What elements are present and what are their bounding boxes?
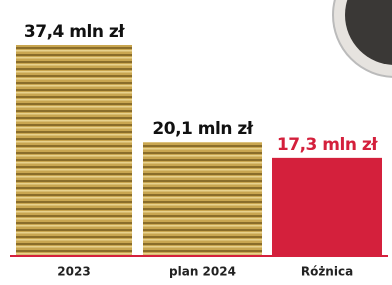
- x-tick-label: Różnica: [301, 265, 353, 279]
- x-tick-label: 2023: [57, 265, 90, 279]
- value-label: 17,3 mln zł: [277, 135, 378, 155]
- chart: 37,4 mln zł 2023 20,1 mln zł plan 2024 17,3 …: [0, 0, 392, 285]
- value-label: 37,4 mln zł: [24, 22, 125, 42]
- x-tick-label: plan 2024: [169, 265, 236, 279]
- bar: [143, 142, 262, 255]
- bar: [272, 158, 382, 255]
- bar: [16, 45, 132, 255]
- value-label: 20,1 mln zł: [152, 119, 253, 139]
